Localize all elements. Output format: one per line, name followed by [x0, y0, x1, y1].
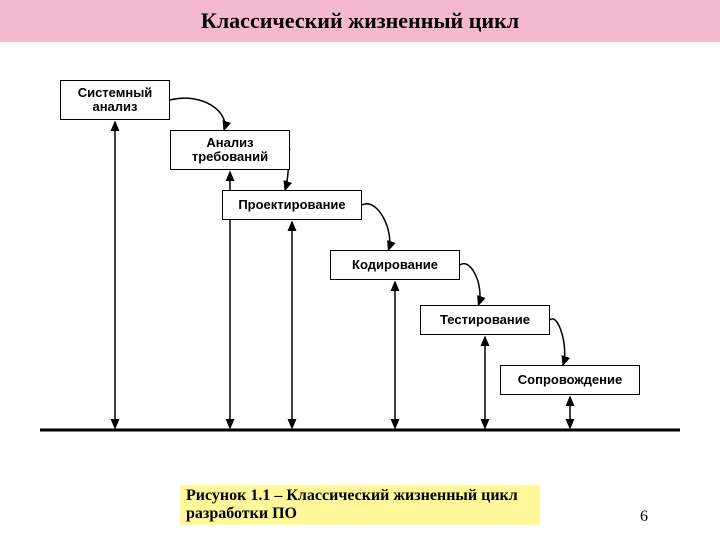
stage-box-4: Тестирование — [420, 305, 550, 335]
page-number: 6 — [640, 508, 648, 526]
slide-header: Классический жизненный цикл — [0, 0, 720, 42]
stage-label: Анализтребований — [192, 136, 268, 165]
stage-box-0: Системныйанализ — [60, 80, 170, 120]
stage-label: Проектирование — [238, 198, 345, 212]
figure-caption: Рисунок 1.1 – Классический жизненный цик… — [180, 485, 540, 525]
stage-label: Системныйанализ — [78, 86, 153, 115]
figure-caption-text: Рисунок 1.1 – Классический жизненный цик… — [186, 487, 518, 522]
stage-box-5: Сопровождение — [500, 365, 640, 395]
stage-box-1: Анализтребований — [170, 130, 290, 170]
stage-label: Тестирование — [440, 313, 530, 327]
stage-box-3: Кодирование — [330, 250, 460, 280]
stage-label: Кодирование — [352, 258, 438, 272]
waterfall-diagram: Системныйанализ Анализтребований Проектиро… — [0, 60, 720, 460]
slide-title: Классический жизненный цикл — [201, 8, 519, 33]
stage-box-2: Проектирование — [222, 190, 362, 220]
stage-label: Сопровождение — [518, 373, 622, 387]
